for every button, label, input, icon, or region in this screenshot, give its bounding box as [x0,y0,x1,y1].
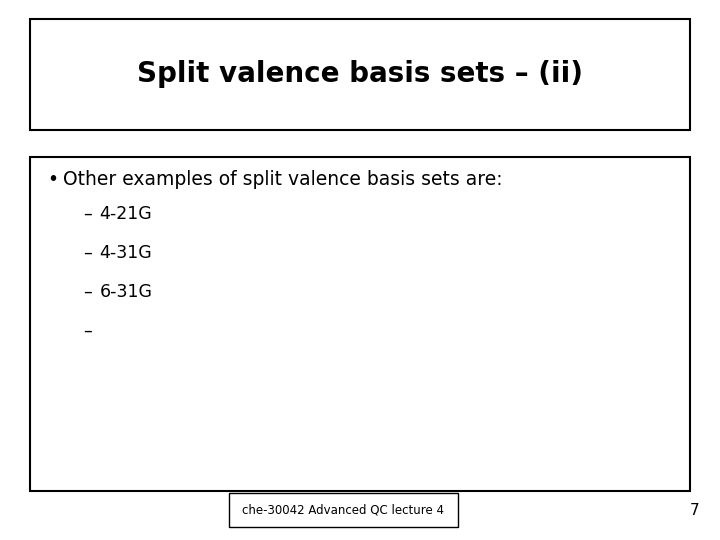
Text: ,  3  basis  functions  per  valence: , 3 basis functions per valence [283,322,577,340]
Text: 4-31G: 4-31G [99,244,152,262]
Text: –: – [83,244,91,262]
Text: –: – [83,322,91,340]
Text: can be added, as in 6-31G*: can be added, as in 6-31G* [63,412,339,431]
Text: –: – [83,205,91,223]
Text: 6-31G: 6-31G [99,283,153,301]
Text: Split valence basis sets – (ii): Split valence basis sets – (ii) [137,60,583,88]
Text: •: • [47,384,58,403]
Text: triple  zeta: triple zeta [176,322,283,340]
Text: Other examples of split valence basis sets are:: Other examples of split valence basis se… [63,170,503,189]
Text: 6-311G (: 6-311G ( [99,322,176,340]
Text: 7: 7 [690,503,700,517]
Text: 4-21G: 4-21G [99,205,152,223]
Text: orbital): orbital) [99,348,163,366]
Text: •: • [47,170,58,189]
Text: –: – [83,283,91,301]
Text: In addition, polarisation functions (e.g. d orbitals): In addition, polarisation functions (e.g… [63,384,562,403]
Text: che-30042 Advanced QC lecture 4: che-30042 Advanced QC lecture 4 [243,503,444,517]
